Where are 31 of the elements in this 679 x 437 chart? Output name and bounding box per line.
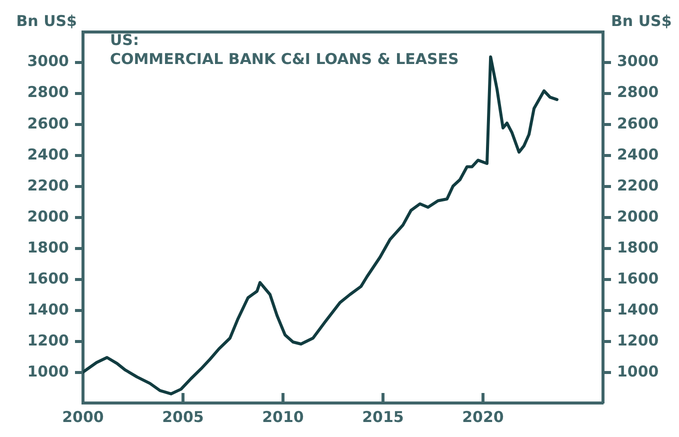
y2-tick-label: 1600 [617, 269, 659, 288]
y-tick-label: 2600 [27, 114, 69, 132]
y2-tick-label: 1200 [617, 332, 659, 350]
y2-tick-label: 2400 [617, 145, 659, 164]
y-tick-label: 2200 [27, 176, 69, 194]
y-tick-label: 2400 [27, 145, 69, 164]
x-tick-label: 2000 [62, 408, 104, 426]
y2-axis-title: Bn US$ [611, 12, 672, 30]
y2-tick-label: 2600 [617, 114, 659, 132]
y-tick-label: 1800 [27, 238, 69, 256]
y2-tick-label: 2000 [617, 207, 659, 226]
y2-tick-label: 3000 [617, 52, 659, 70]
y-tick-label: 1000 [27, 362, 69, 381]
y2-tick-label: 2800 [617, 83, 659, 102]
chart-title: US: [110, 30, 139, 49]
y-tick-label: 1600 [27, 269, 69, 288]
y-tick-label: 2800 [27, 83, 69, 102]
x-tick-label: 2010 [262, 408, 304, 426]
y2-tick-label: 1400 [617, 300, 659, 319]
y2-tick-label: 2200 [617, 176, 659, 194]
text: COMMERCIAL BANK C&I LOANS & LEASES [110, 50, 459, 68]
y2-tick-label: 1000 [617, 362, 659, 381]
x-tick-label: 2005 [162, 408, 204, 426]
x-tick-label: 2015 [362, 408, 404, 426]
y2-tick-label: 1800 [617, 238, 659, 256]
y-tick-label: 2000 [27, 207, 69, 226]
y-tick-label: 1200 [27, 332, 69, 350]
y-tick-label: 3000 [27, 52, 69, 70]
y-axis-title: Bn US$ [16, 12, 77, 30]
x-tick-label: 2020 [462, 408, 504, 426]
y-tick-label: 1400 [27, 300, 69, 319]
